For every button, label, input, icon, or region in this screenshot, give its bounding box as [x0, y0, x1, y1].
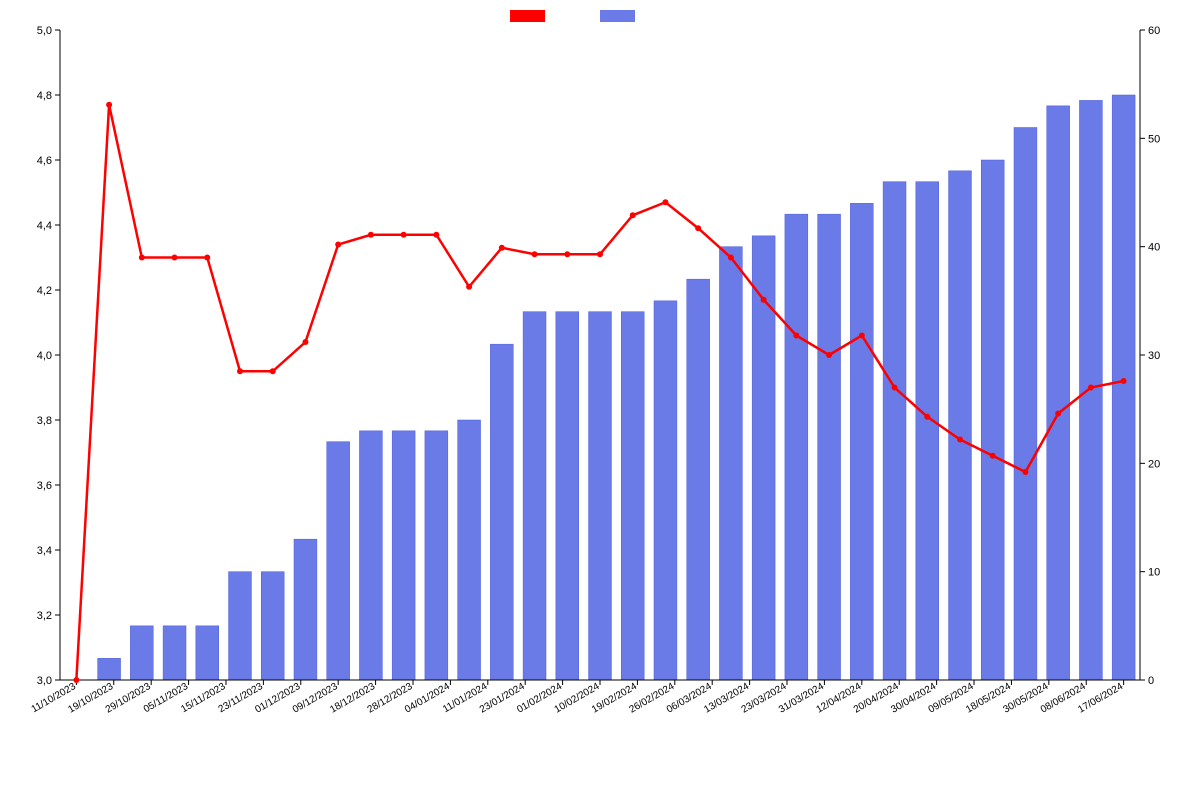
bar [458, 420, 481, 680]
bar [425, 431, 448, 680]
bar [850, 203, 873, 680]
bar [589, 312, 612, 680]
chart-container: 3,0 3,2 3,4 3,6 3,8 4,0 4,2 4,4 4,6 4,8 5,0 0 10 20 30… [0, 0, 1200, 800]
bar [163, 626, 186, 680]
line-marker [270, 368, 276, 374]
line-marker [172, 255, 178, 261]
bar [523, 312, 546, 680]
y-left-tick-label: 5,0 [37, 25, 52, 37]
bar [981, 160, 1004, 680]
y-right-tick-label: 50 [1148, 133, 1160, 145]
legend-line-swatch [510, 10, 545, 22]
line-marker [1088, 385, 1094, 391]
y-left-tick-label: 4,8 [37, 90, 52, 102]
bar [1047, 106, 1070, 680]
line-marker [826, 352, 832, 358]
bar [392, 431, 415, 680]
line-marker [73, 677, 79, 683]
bar [785, 214, 808, 680]
bar [261, 572, 284, 680]
y-right-tick-label: 40 [1148, 242, 1160, 254]
legend-bar-swatch [600, 10, 635, 22]
line-marker [892, 385, 898, 391]
bar [359, 431, 382, 680]
line-marker [302, 339, 308, 345]
line-marker [728, 255, 734, 261]
y-left-tick-label: 4,4 [37, 220, 52, 232]
line-marker [106, 102, 112, 108]
y-left-tick-label: 4,0 [37, 350, 52, 362]
y-left-tick-label: 4,2 [37, 285, 52, 297]
line-marker [662, 199, 668, 205]
line-marker [204, 255, 210, 261]
bar [196, 626, 219, 680]
line-marker [1121, 378, 1127, 384]
line-marker [139, 255, 145, 261]
bar [130, 626, 153, 680]
y-right-tick-label: 10 [1148, 567, 1160, 579]
line-marker [695, 225, 701, 231]
line-marker [499, 245, 505, 251]
line-marker [859, 333, 865, 339]
line-marker [957, 437, 963, 443]
line-marker [401, 232, 407, 238]
bar [1014, 128, 1037, 681]
line-marker [335, 242, 341, 248]
bar [1112, 95, 1135, 680]
y-left-tick-label: 3,8 [37, 415, 52, 427]
y-left-tick-label: 3,2 [37, 610, 52, 622]
line-marker [1055, 411, 1061, 417]
y-right-tick-label: 20 [1148, 458, 1160, 470]
bar [687, 279, 710, 680]
y-left-tick-label: 4,6 [37, 155, 52, 167]
line-marker [532, 251, 538, 257]
bar [556, 312, 579, 680]
line-marker [761, 297, 767, 303]
bar [229, 572, 252, 680]
bar [294, 539, 317, 680]
line-marker [433, 232, 439, 238]
line-marker [466, 284, 472, 290]
bar [327, 442, 350, 680]
line-marker [990, 453, 996, 459]
line-marker [630, 212, 636, 218]
line-marker [1022, 469, 1028, 475]
line-marker [924, 414, 930, 420]
line-marker [237, 368, 243, 374]
y-right-tick-label: 30 [1148, 350, 1160, 362]
bar [883, 182, 906, 680]
bar [490, 344, 513, 680]
line-marker [597, 251, 603, 257]
line-marker [564, 251, 570, 257]
bar [98, 658, 121, 680]
y-right-tick-label: 0 [1148, 675, 1154, 687]
bar [949, 171, 972, 680]
y-left-tick-label: 3,0 [37, 675, 52, 687]
bar [916, 182, 939, 680]
combo-chart: 3,0 3,2 3,4 3,6 3,8 4,0 4,2 4,4 4,6 4,8 5,0 0 10 20 30… [0, 0, 1200, 800]
y-left-tick-label: 3,6 [37, 480, 52, 492]
bar [719, 247, 742, 680]
line-marker [368, 232, 374, 238]
y-right-tick-label: 60 [1148, 25, 1160, 37]
bar [818, 214, 841, 680]
line-marker [793, 333, 799, 339]
bar [654, 301, 677, 680]
y-left-tick-label: 3,4 [37, 545, 52, 557]
bar [621, 312, 644, 680]
